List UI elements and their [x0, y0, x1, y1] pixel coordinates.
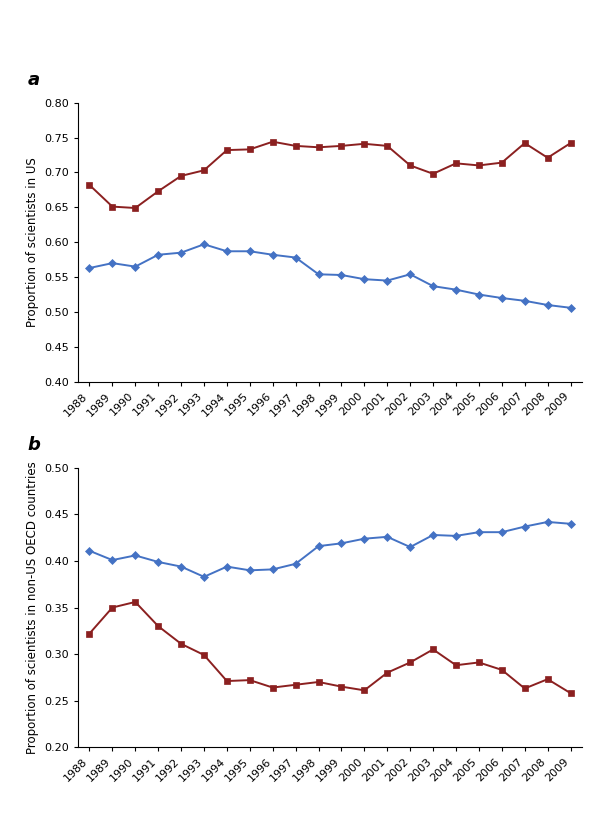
Scientists who are in the private sector who are in the US [315, 142, 322, 152]
Scientists who are in the public sector, who are in non-US OECD countries [383, 532, 391, 542]
Text: b: b [28, 436, 40, 454]
Scientists who are in the public sector who are in the US [315, 269, 322, 279]
Scientists who are in the private sector who are in the US [567, 138, 574, 148]
Scientists who are in the private sector, who are in non-US OECD countries [407, 658, 414, 667]
Scientists who are in the private sector, who are in non-US OECD countries [498, 665, 505, 675]
Y-axis label: Proportion of scientists in US: Proportion of scientists in US [26, 158, 38, 327]
Scientists who are in the public sector, who are in non-US OECD countries [292, 559, 299, 569]
Scientists who are in the private sector, who are in non-US OECD countries [292, 680, 299, 690]
Scientists who are in the public sector who are in the US [246, 246, 253, 256]
Scientists who are in the private sector, who are in non-US OECD countries [269, 682, 277, 692]
Scientists who are in the public sector, who are in non-US OECD countries [269, 565, 277, 575]
Scientists who are in the public sector, who are in non-US OECD countries [315, 541, 322, 551]
Scientists who are in the public sector who are in the US [452, 285, 460, 295]
Scientists who are in the private sector who are in the US [178, 171, 185, 181]
Scientists who are in the public sector, who are in non-US OECD countries [200, 572, 208, 582]
Scientists who are in the private sector, who are in non-US OECD countries [131, 597, 139, 607]
Scientists who are in the private sector, who are in non-US OECD countries [155, 621, 162, 631]
Scientists who are in the public sector, who are in non-US OECD countries [155, 557, 162, 566]
Scientists who are in the public sector who are in the US [131, 262, 139, 272]
Scientists who are in the public sector, who are in non-US OECD countries [86, 546, 93, 556]
Scientists who are in the private sector who are in the US [521, 138, 529, 148]
Scientists who are in the public sector, who are in non-US OECD countries [338, 539, 345, 548]
Scientists who are in the public sector who are in the US [361, 274, 368, 284]
Scientists who are in the public sector, who are in non-US OECD countries [223, 562, 230, 571]
Scientists who are in the public sector who are in the US [498, 293, 505, 303]
Scientists who are in the private sector, who are in non-US OECD countries [430, 644, 437, 654]
Scientists who are in the public sector who are in the US [200, 240, 208, 250]
Line: Scientists who are in the public sector, who are in non-US OECD countries: Scientists who are in the public sector,… [86, 519, 574, 580]
Scientists who are in the public sector, who are in non-US OECD countries [430, 530, 437, 540]
Scientists who are in the private sector, who are in non-US OECD countries [86, 629, 93, 639]
Scientists who are in the public sector, who are in non-US OECD countries [131, 551, 139, 561]
Scientists who are in the public sector, who are in non-US OECD countries [521, 521, 529, 531]
Scientists who are in the private sector, who are in non-US OECD countries [452, 660, 460, 670]
Scientists who are in the public sector, who are in non-US OECD countries [567, 519, 574, 529]
Y-axis label: Proportion of scientists in non-US OECD countries: Proportion of scientists in non-US OECD … [26, 461, 38, 754]
Scientists who are in the public sector, who are in non-US OECD countries [475, 527, 482, 537]
Scientists who are in the private sector who are in the US [86, 180, 93, 190]
Scientists who are in the public sector who are in the US [269, 250, 277, 259]
Scientists who are in the public sector, who are in non-US OECD countries [109, 555, 116, 565]
Scientists who are in the private sector who are in the US [246, 144, 253, 154]
Scientists who are in the private sector who are in the US [338, 141, 345, 151]
Scientists who are in the private sector who are in the US [223, 145, 230, 155]
Scientists who are in the private sector who are in the US [269, 137, 277, 147]
Scientists who are in the private sector who are in the US [475, 160, 482, 170]
Scientists who are in the private sector who are in the US [131, 203, 139, 213]
Line: Scientists who are in the private sector who are in the US: Scientists who are in the private sector… [86, 139, 574, 211]
Scientists who are in the private sector who are in the US [155, 186, 162, 196]
Scientists who are in the public sector, who are in non-US OECD countries [178, 562, 185, 571]
Scientists who are in the public sector, who are in non-US OECD countries [452, 531, 460, 541]
Scientists who are in the private sector, who are in non-US OECD countries [200, 650, 208, 660]
Scientists who are in the private sector who are in the US [109, 202, 116, 212]
Scientists who are in the public sector who are in the US [521, 296, 529, 305]
Scientists who are in the public sector, who are in non-US OECD countries [544, 517, 551, 527]
Scientists who are in the private sector, who are in non-US OECD countries [544, 674, 551, 684]
Scientists who are in the public sector, who are in non-US OECD countries [407, 542, 414, 552]
Scientists who are in the private sector who are in the US [544, 153, 551, 163]
Scientists who are in the private sector who are in the US [361, 139, 368, 149]
Scientists who are in the private sector, who are in non-US OECD countries [223, 677, 230, 686]
Scientists who are in the public sector who are in the US [383, 276, 391, 286]
Scientists who are in the public sector, who are in non-US OECD countries [498, 527, 505, 537]
Scientists who are in the public sector who are in the US [475, 290, 482, 300]
Scientists who are in the private sector, who are in non-US OECD countries [383, 667, 391, 677]
Scientists who are in the public sector, who are in non-US OECD countries [246, 566, 253, 576]
Scientists who are in the public sector who are in the US [567, 303, 574, 313]
Text: a: a [28, 71, 40, 89]
Scientists who are in the public sector who are in the US [407, 269, 414, 279]
Scientists who are in the private sector who are in the US [452, 158, 460, 168]
Scientists who are in the public sector who are in the US [544, 300, 551, 310]
Scientists who are in the private sector, who are in non-US OECD countries [246, 675, 253, 685]
Scientists who are in the public sector who are in the US [109, 258, 116, 268]
Scientists who are in the private sector who are in the US [430, 169, 437, 179]
Scientists who are in the public sector who are in the US [178, 248, 185, 258]
Scientists who are in the public sector who are in the US [430, 282, 437, 291]
Legend: Scientists who are in the public sector who are in the US, Scientists who are in: Scientists who are in the public sector … [109, 533, 478, 565]
Scientists who are in the public sector who are in the US [155, 250, 162, 259]
Scientists who are in the private sector, who are in non-US OECD countries [338, 681, 345, 691]
Scientists who are in the private sector, who are in non-US OECD countries [178, 639, 185, 649]
Scientists who are in the public sector who are in the US [223, 246, 230, 256]
Scientists who are in the private sector who are in the US [200, 165, 208, 175]
Scientists who are in the public sector, who are in non-US OECD countries [361, 534, 368, 544]
Scientists who are in the private sector who are in the US [407, 160, 414, 170]
Scientists who are in the private sector, who are in non-US OECD countries [567, 688, 574, 698]
Scientists who are in the private sector, who are in non-US OECD countries [361, 686, 368, 695]
Scientists who are in the private sector who are in the US [498, 158, 505, 167]
Scientists who are in the private sector, who are in non-US OECD countries [475, 658, 482, 667]
Scientists who are in the public sector who are in the US [292, 253, 299, 263]
Line: Scientists who are in the public sector who are in the US: Scientists who are in the public sector … [86, 241, 574, 310]
Scientists who are in the private sector who are in the US [383, 141, 391, 151]
Scientists who are in the private sector who are in the US [292, 141, 299, 151]
Scientists who are in the private sector, who are in non-US OECD countries [521, 684, 529, 694]
Scientists who are in the private sector, who are in non-US OECD countries [109, 603, 116, 612]
Line: Scientists who are in the private sector, who are in non-US OECD countries: Scientists who are in the private sector… [86, 599, 574, 696]
Scientists who are in the public sector who are in the US [338, 270, 345, 280]
Scientists who are in the private sector, who are in non-US OECD countries [315, 677, 322, 687]
Scientists who are in the public sector who are in the US [86, 263, 93, 273]
